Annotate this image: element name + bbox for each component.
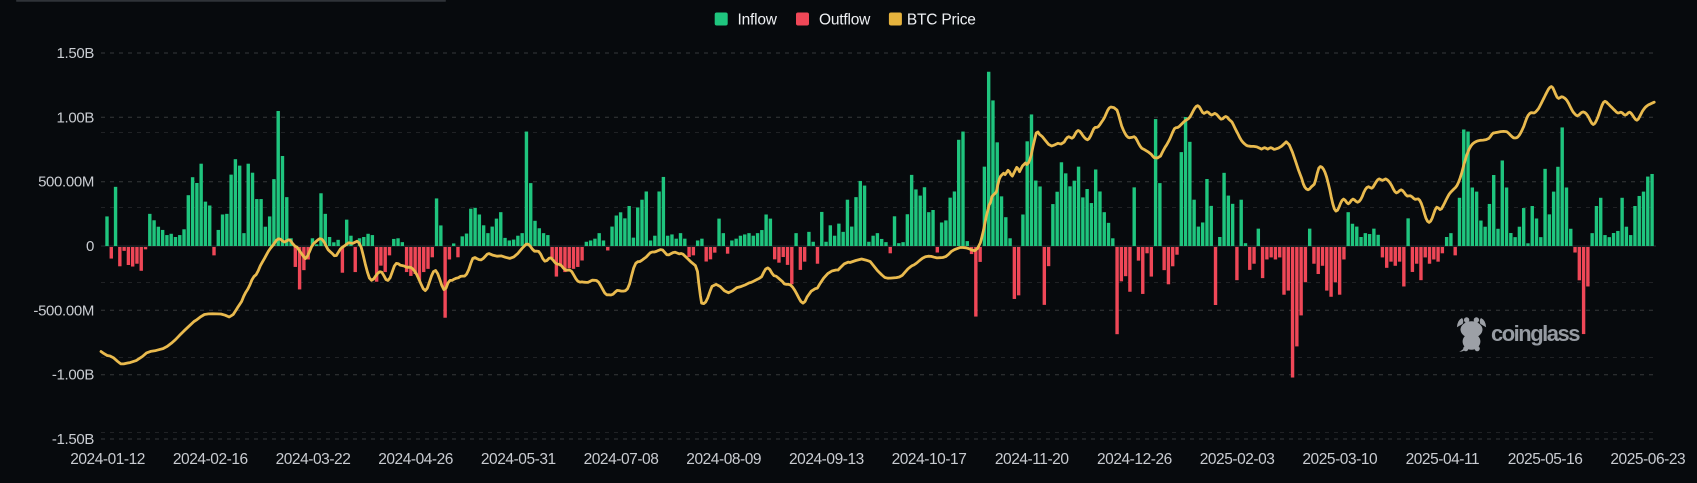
svg-text:500.00M: 500.00M xyxy=(38,174,94,191)
svg-text:2024-07-08: 2024-07-08 xyxy=(584,451,659,468)
svg-text:2024-05-31: 2024-05-31 xyxy=(481,451,556,468)
svg-text:2024-11-20: 2024-11-20 xyxy=(995,451,1069,468)
svg-text:0: 0 xyxy=(86,238,94,255)
svg-text:coinglass: coinglass xyxy=(1491,321,1580,346)
svg-text:2024-10-17: 2024-10-17 xyxy=(892,451,967,468)
svg-text:2025-02-03: 2025-02-03 xyxy=(1200,451,1275,468)
svg-text:2024-02-16: 2024-02-16 xyxy=(173,451,248,468)
svg-text:1.50B: 1.50B xyxy=(57,45,95,62)
svg-text:1.00B: 1.00B xyxy=(57,109,95,126)
svg-text:BTC Price: BTC Price xyxy=(907,12,976,29)
svg-text:Inflow: Inflow xyxy=(738,12,778,29)
svg-text:Outflow: Outflow xyxy=(819,12,871,29)
svg-text:2024-04-26: 2024-04-26 xyxy=(378,451,453,468)
svg-text:2024-09-13: 2024-09-13 xyxy=(789,451,864,468)
svg-text:2024-12-26: 2024-12-26 xyxy=(1097,451,1172,468)
svg-text:2024-01-12: 2024-01-12 xyxy=(70,451,145,468)
svg-text:-500.00M: -500.00M xyxy=(33,302,94,319)
svg-text:2025-05-16: 2025-05-16 xyxy=(1508,451,1583,468)
svg-text:2024-08-09: 2024-08-09 xyxy=(686,451,761,468)
svg-text:2025-06-23: 2025-06-23 xyxy=(1610,451,1685,468)
svg-text:-1.00B: -1.00B xyxy=(52,367,94,384)
svg-text:2025-03-10: 2025-03-10 xyxy=(1302,451,1378,468)
svg-text:-1.50B: -1.50B xyxy=(52,431,94,448)
svg-text:2024-03-22: 2024-03-22 xyxy=(276,451,351,468)
svg-text:2025-04-11: 2025-04-11 xyxy=(1406,451,1480,468)
